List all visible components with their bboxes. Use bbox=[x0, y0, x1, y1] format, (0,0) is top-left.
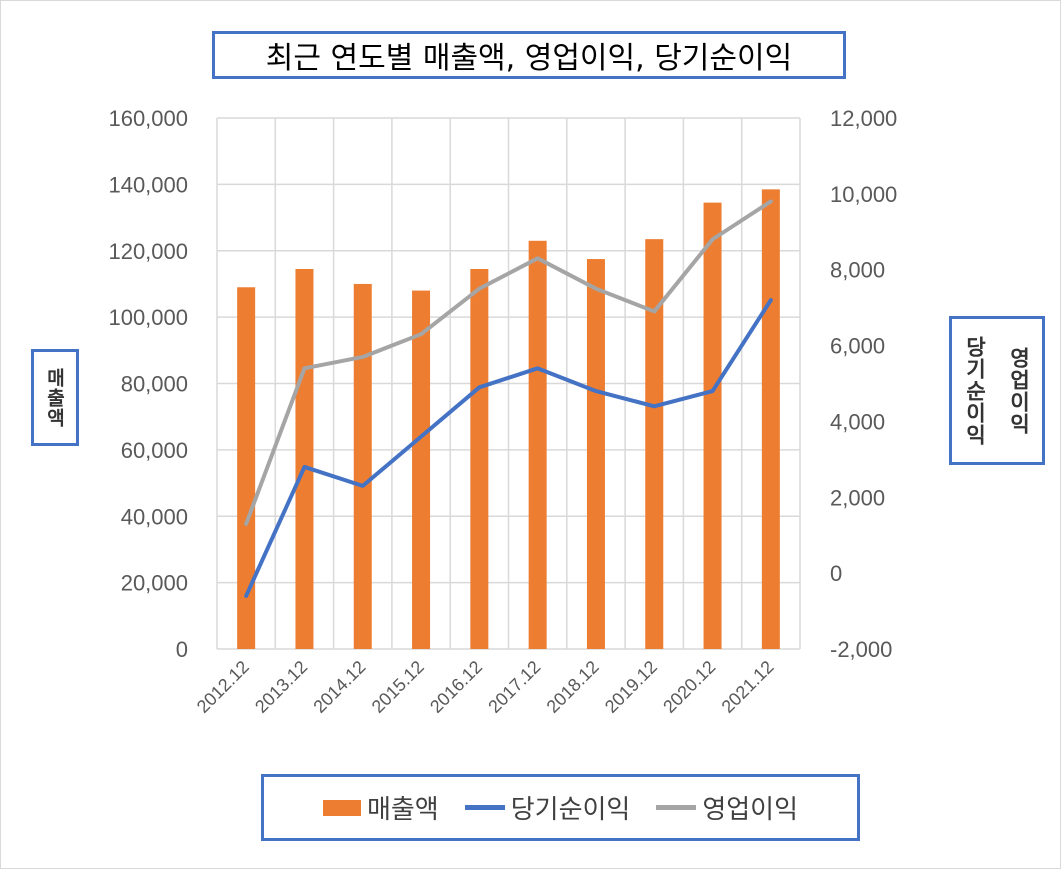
y-tick-label-right: 6,000 bbox=[830, 334, 885, 359]
y-tick-label-left: 120,000 bbox=[108, 239, 188, 264]
bar-revenue bbox=[586, 259, 605, 649]
y-tick-label-left: 140,000 bbox=[108, 172, 188, 197]
y-tick-label-right: 10,000 bbox=[830, 182, 897, 207]
y-axis-label-left: 매출액 bbox=[31, 349, 79, 446]
x-tick-label: 2019.12 bbox=[601, 657, 661, 717]
legend-swatch-net-income bbox=[464, 805, 505, 810]
legend-label-operating-income: 영업이익 bbox=[702, 795, 799, 825]
y-tick-label-right: 0 bbox=[830, 561, 842, 586]
y-tick-label-left: 40,000 bbox=[121, 504, 188, 529]
x-tick-label: 2013.12 bbox=[251, 657, 311, 717]
legend-item-revenue: 매출액 bbox=[322, 789, 439, 826]
line-operating-income bbox=[244, 199, 773, 526]
y-tick-label-right: 4,000 bbox=[830, 409, 885, 434]
x-tick-label: 2016.12 bbox=[426, 657, 486, 717]
bar-revenue bbox=[528, 240, 547, 649]
chart-title: 최근 연도별 매출액, 영업이익, 당기순이익 bbox=[212, 31, 846, 79]
x-tick-label: 2021.12 bbox=[718, 657, 778, 717]
bar-revenue bbox=[353, 283, 372, 649]
bar-revenue bbox=[295, 269, 314, 649]
y-tick-label-left: 100,000 bbox=[108, 305, 188, 330]
bar-revenue bbox=[703, 202, 722, 650]
y-tick-label-right: 2,000 bbox=[830, 485, 885, 510]
y2-label-net: 당기순이익 bbox=[963, 335, 987, 446]
y-tick-label-left: 0 bbox=[176, 637, 188, 662]
y-tick-label-left: 20,000 bbox=[121, 571, 188, 596]
legend-item-operating-income: 영업이익 bbox=[656, 789, 798, 826]
x-tick-label: 2014.12 bbox=[309, 657, 369, 717]
legend-label-revenue: 매출액 bbox=[366, 795, 439, 825]
legend: 매출액 당기순이익 영업이익 bbox=[261, 774, 860, 841]
y-tick-label-right: 8,000 bbox=[830, 258, 885, 283]
bar-revenue bbox=[761, 189, 780, 649]
legend-item-net-income: 당기순이익 bbox=[464, 789, 631, 826]
lines bbox=[244, 199, 773, 598]
y-tick-label-left: 60,000 bbox=[121, 438, 188, 463]
x-tick-label: 2012.12 bbox=[193, 657, 253, 717]
bars bbox=[237, 189, 780, 650]
legend-label-net-income: 당기순이익 bbox=[510, 795, 631, 825]
y-tick-label-right: 12,000 bbox=[830, 106, 897, 131]
bar-revenue bbox=[470, 269, 489, 649]
x-tick-label: 2020.12 bbox=[659, 657, 719, 717]
legend-swatch-revenue bbox=[322, 799, 361, 816]
y-tick-label-right: -2,000 bbox=[830, 637, 892, 662]
x-tick-label: 2017.12 bbox=[484, 657, 544, 717]
x-tick-label: 2015.12 bbox=[368, 657, 428, 717]
y-tick-label-left: 80,000 bbox=[121, 372, 188, 397]
bar-revenue bbox=[412, 290, 431, 649]
y-tick-label-left: 160,000 bbox=[108, 106, 188, 131]
y-axis-label-right: 영업이익 당기순이익 bbox=[949, 316, 1045, 465]
line-net-income bbox=[244, 298, 773, 598]
bar-revenue bbox=[645, 239, 664, 649]
legend-swatch-operating-income bbox=[656, 805, 697, 810]
x-tick-label: 2018.12 bbox=[543, 657, 603, 717]
y2-label-operating: 영업이익 bbox=[1007, 346, 1031, 435]
grid-lines bbox=[216, 117, 801, 650]
bar-revenue bbox=[237, 287, 256, 649]
